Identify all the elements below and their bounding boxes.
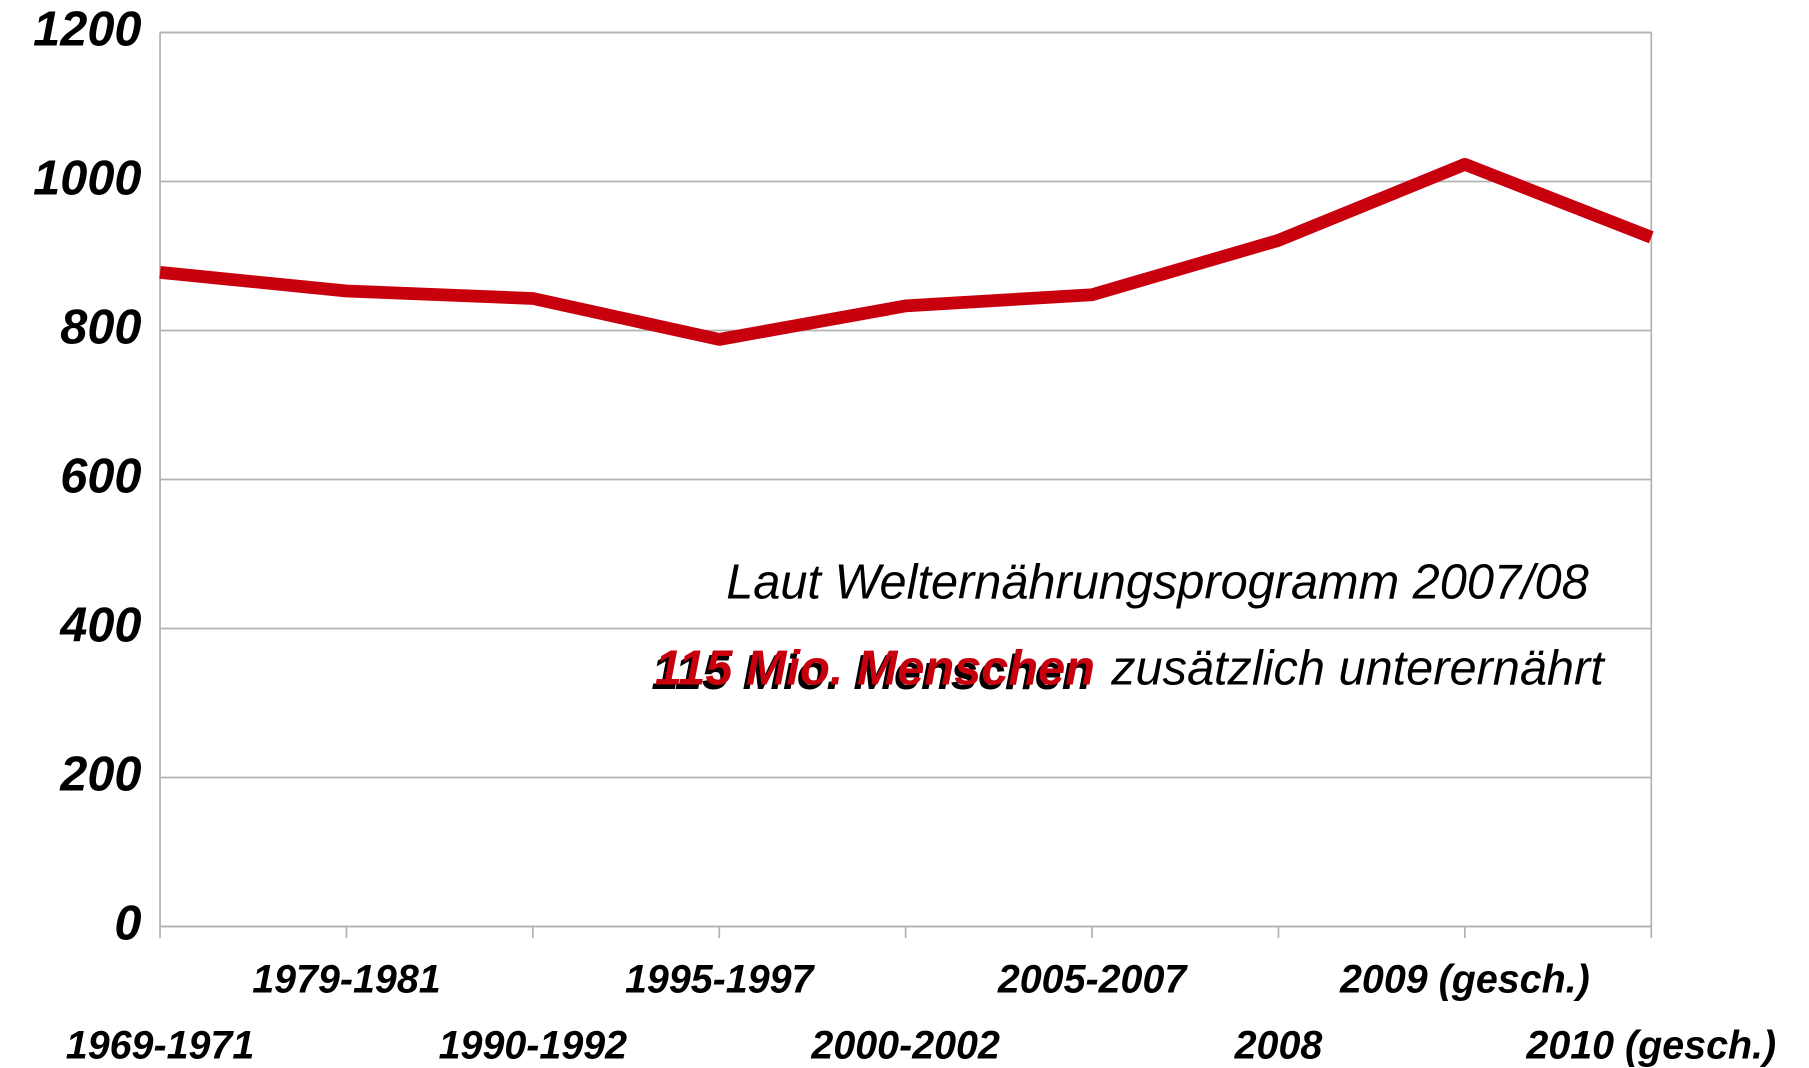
x-tick-label: 2008 — [1234, 1024, 1323, 1068]
annotation-highlight: 115 Mio. Menschen — [655, 641, 1095, 695]
x-tick-label: 1969-1971 — [66, 1024, 254, 1068]
x-tick-label: 1990-1992 — [439, 1024, 628, 1068]
x-tick-label: 1979-1981 — [252, 958, 440, 1002]
x-tick-label: 1995-1997 — [625, 958, 816, 1002]
y-tick-label: 200 — [59, 747, 141, 801]
annotation-line1: Laut Welternährungsprogramm 2007/08 — [726, 555, 1588, 609]
annotation-rest: zusätzlich unterernährt — [1110, 641, 1606, 695]
line-series — [159, 157, 1654, 346]
y-tick-label: 1000 — [33, 151, 141, 205]
y-tick-label: 400 — [59, 598, 141, 652]
annotation-line2: 115 Mio. Menschen zusätzlich unterernährt — [651, 646, 1602, 700]
x-tick-label: 2009 (gesch.) — [1339, 958, 1590, 1002]
y-tick-label: 800 — [60, 300, 141, 354]
annotation-line2-main: 115 Mio. Menschen zusätzlich unterernährt — [655, 641, 1606, 695]
x-tick-label: 2010 (gesch.) — [1525, 1024, 1776, 1068]
y-tick-label: 600 — [60, 449, 141, 503]
y-tick-label: 0 — [114, 896, 141, 950]
x-tick-label: 2005-2007 — [997, 958, 1189, 1002]
x-tick-label: 2000-2002 — [810, 1024, 1000, 1068]
y-tick-label: 1200 — [33, 2, 141, 56]
annotation-highlight-shadow: 115 Mio. Menschen — [651, 646, 1091, 700]
